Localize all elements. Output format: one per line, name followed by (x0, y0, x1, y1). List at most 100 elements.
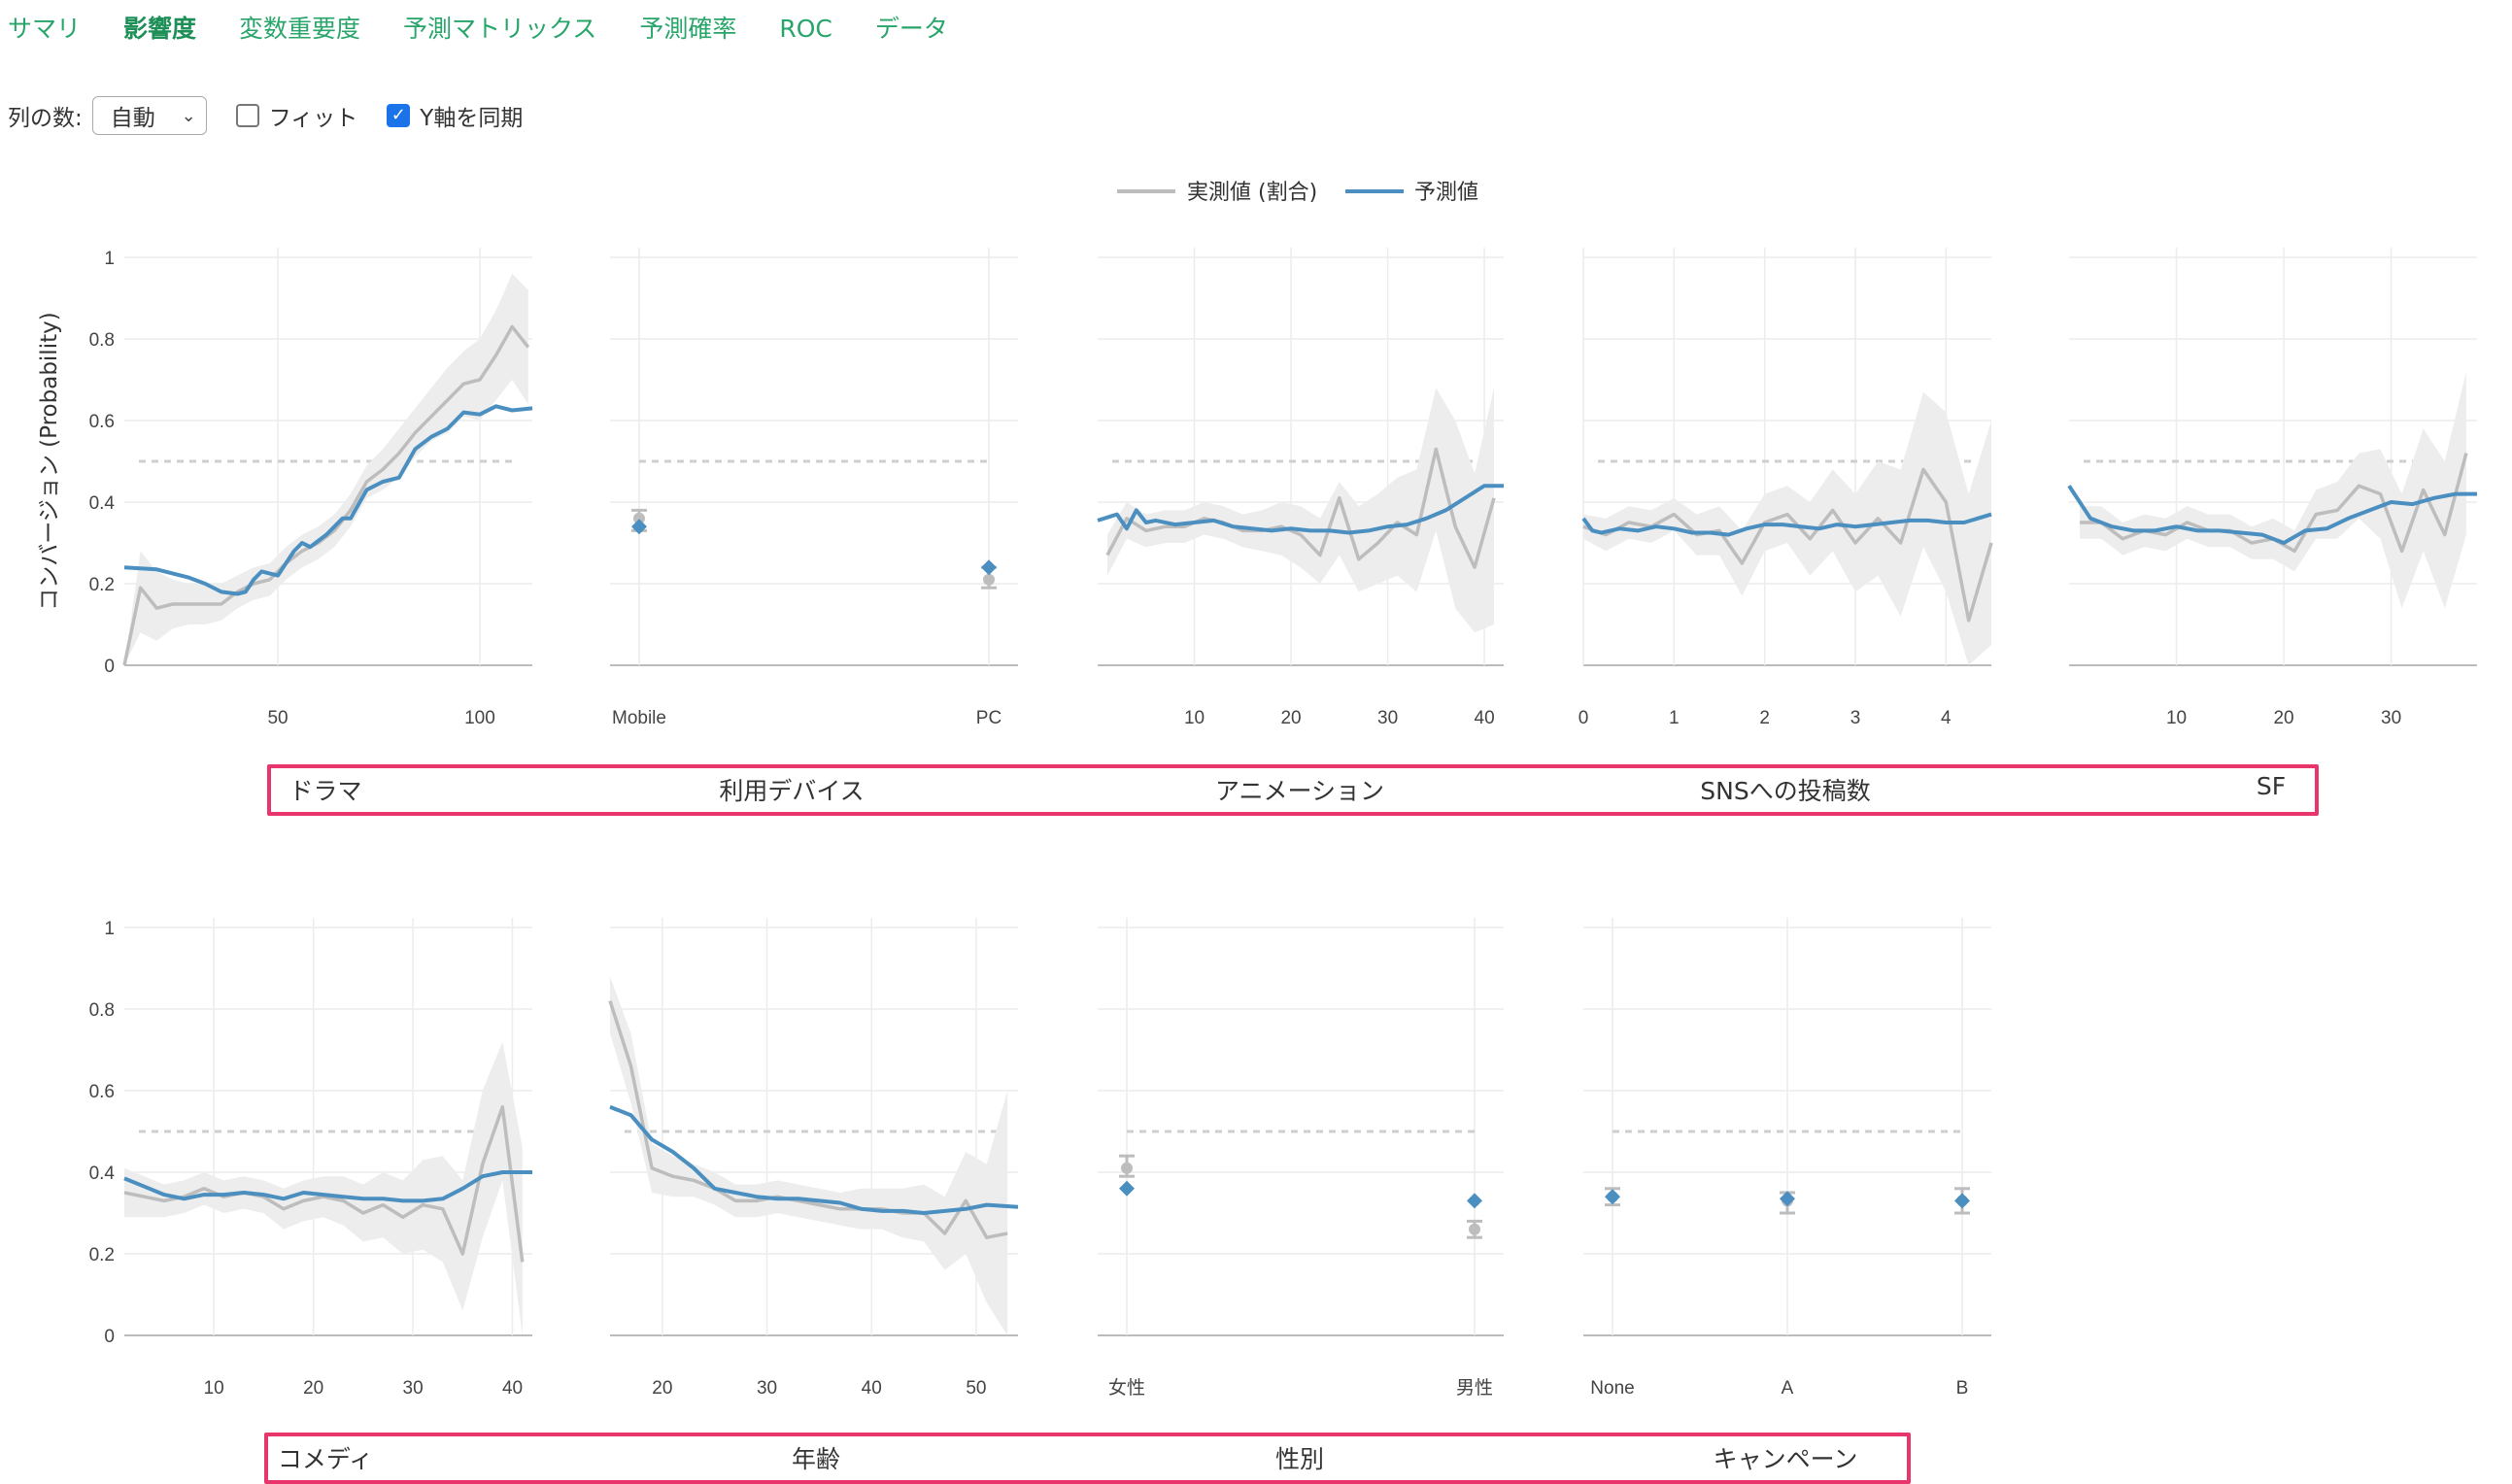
tab-6[interactable]: データ (874, 15, 948, 43)
tab-1[interactable]: 影響度 (123, 15, 197, 43)
panel-7: 女性 男性 (1098, 918, 1504, 1399)
variable-label: アニメーション (1214, 777, 1385, 805)
observed-point (1121, 1162, 1133, 1174)
confidence-band (124, 273, 528, 665)
confidence-band (1583, 391, 1991, 665)
variable-label: 性別 (1274, 1445, 1325, 1473)
x-tick-label: 1 (1669, 708, 1680, 728)
x-tick-label: B (1956, 1378, 1969, 1399)
observed-line (123, 1105, 525, 1263)
x-tick-label: 2 (1759, 708, 1770, 728)
columns-label: 列の数: (8, 106, 83, 131)
panel-2: 10 20 30 40 (1097, 248, 1504, 728)
x-tick-label: 20 (2273, 708, 2293, 728)
x-tick-label: 4 (1941, 708, 1952, 728)
x-tick-label: 10 (1184, 708, 1205, 728)
controls-bar: 列の数: 自動 ⌄ フィット ✓ Y軸を同期 (8, 93, 552, 138)
tab-5[interactable]: ROC (779, 15, 832, 43)
panel-0: 0 0.2 0.4 0.6 0.8 1 50 100 (89, 248, 533, 728)
y-tick-label: 1 (104, 249, 115, 269)
y-tick-label: 0.6 (89, 1082, 115, 1102)
predicted-line (2067, 485, 2477, 545)
confidence-band (124, 1041, 523, 1335)
x-tick-label: 20 (303, 1378, 323, 1399)
x-tick-label: 40 (1475, 708, 1495, 728)
predicted-point (981, 559, 997, 576)
y-tick-label: 0.2 (89, 575, 115, 595)
legend: 実測値 (割合) 予測値 (1117, 181, 1478, 205)
y-tick-label: 0.6 (89, 412, 115, 432)
predicted-point (1780, 1191, 1795, 1207)
predicted-line (123, 404, 533, 596)
panel-4: 10 20 30 (2067, 248, 2477, 728)
predicted-line (123, 1170, 532, 1203)
x-tick-label: 女性 (1108, 1377, 1145, 1399)
y-tick-label: 0.4 (89, 493, 116, 514)
observed-line (1105, 447, 1496, 569)
panel-6: 20 30 40 50 (608, 918, 1019, 1399)
legend-observed-label: 実測値 (割合) (1187, 181, 1317, 205)
tab-bar: サマリ 影響度 変数重要度 予測マトリックス 予測確率 ROC データ (8, 8, 948, 51)
x-tick-label: 0 (1578, 708, 1589, 728)
confidence-band (610, 976, 1008, 1335)
y-tick-label: 0.4 (89, 1164, 116, 1184)
x-tick-label: 100 (464, 708, 495, 728)
x-tick-label: A (1782, 1378, 1794, 1399)
fit-toggle[interactable]: フィット (235, 99, 357, 132)
y-axis-title: コンバージョン (Probability) (37, 312, 62, 610)
observed-point (633, 512, 645, 524)
x-tick-label: 40 (502, 1378, 523, 1399)
predicted-line (1581, 512, 1992, 537)
predicted-point (1954, 1193, 1970, 1209)
fit-checkbox[interactable] (235, 104, 259, 127)
tab-4[interactable]: 予測確率 (639, 15, 737, 43)
x-tick-label: 30 (1377, 708, 1398, 728)
panel-5: 0 0.2 0.4 0.6 0.8 1 10 20 30 40 (89, 918, 532, 1399)
variable-label: コメディ (277, 1445, 374, 1473)
confidence-band (2080, 371, 2466, 609)
observed-line (608, 1000, 1008, 1239)
panel-8: None A B (1583, 918, 1991, 1399)
y-tick-label: 1 (104, 919, 115, 939)
confidence-band (1107, 388, 1494, 633)
x-tick-label: 20 (652, 1378, 672, 1399)
x-tick-label: 30 (403, 1378, 424, 1399)
predicted-point (1119, 1180, 1135, 1197)
x-tick-label: Mobile (612, 708, 666, 728)
y-tick-label: 0.8 (89, 1000, 115, 1021)
tab-2[interactable]: 変数重要度 (239, 15, 361, 43)
variable-label-row-0 (267, 764, 2319, 816)
y-tick-label: 0.2 (89, 1245, 115, 1265)
chevron-down-icon: ⌄ (181, 105, 196, 126)
legend-predicted-label: 予測値 (1414, 181, 1478, 205)
predicted-point (631, 519, 647, 535)
x-tick-label: 10 (2166, 708, 2187, 728)
x-tick-label: PC (976, 708, 1001, 728)
x-tick-label: 30 (2381, 708, 2401, 728)
predicted-point (1467, 1193, 1482, 1209)
predicted-line (1097, 484, 1504, 535)
panel-3: 0 1 2 3 4 (1578, 248, 1993, 728)
variable-label: SF (2256, 772, 2287, 800)
variable-label: ドラマ (289, 777, 362, 805)
x-tick-label: 30 (757, 1378, 777, 1399)
sync-y-toggle[interactable]: ✓ Y軸を同期 (387, 99, 523, 132)
x-tick-label: 50 (267, 708, 288, 728)
x-tick-label: 10 (204, 1378, 224, 1399)
variable-label-row-1 (264, 1433, 1911, 1484)
observed-point (1469, 1223, 1480, 1235)
tab-0[interactable]: サマリ (8, 15, 82, 43)
columns-select[interactable]: 自動 ⌄ (91, 96, 207, 135)
x-tick-label: 3 (1850, 708, 1861, 728)
x-tick-label: 20 (1280, 708, 1301, 728)
columns-select-value: 自動 (110, 106, 155, 131)
sync-y-checkbox[interactable]: ✓ (387, 104, 411, 127)
observed-point (983, 573, 995, 586)
variable-label: 年齢 (791, 1445, 841, 1473)
x-tick-label: 40 (862, 1378, 882, 1399)
variable-label: 利用デバイス (719, 777, 865, 805)
y-tick-label: 0.8 (89, 330, 115, 351)
variable-label: SNSへの投稿数 (1700, 777, 1871, 805)
tab-3[interactable]: 予測マトリックス (403, 15, 597, 43)
